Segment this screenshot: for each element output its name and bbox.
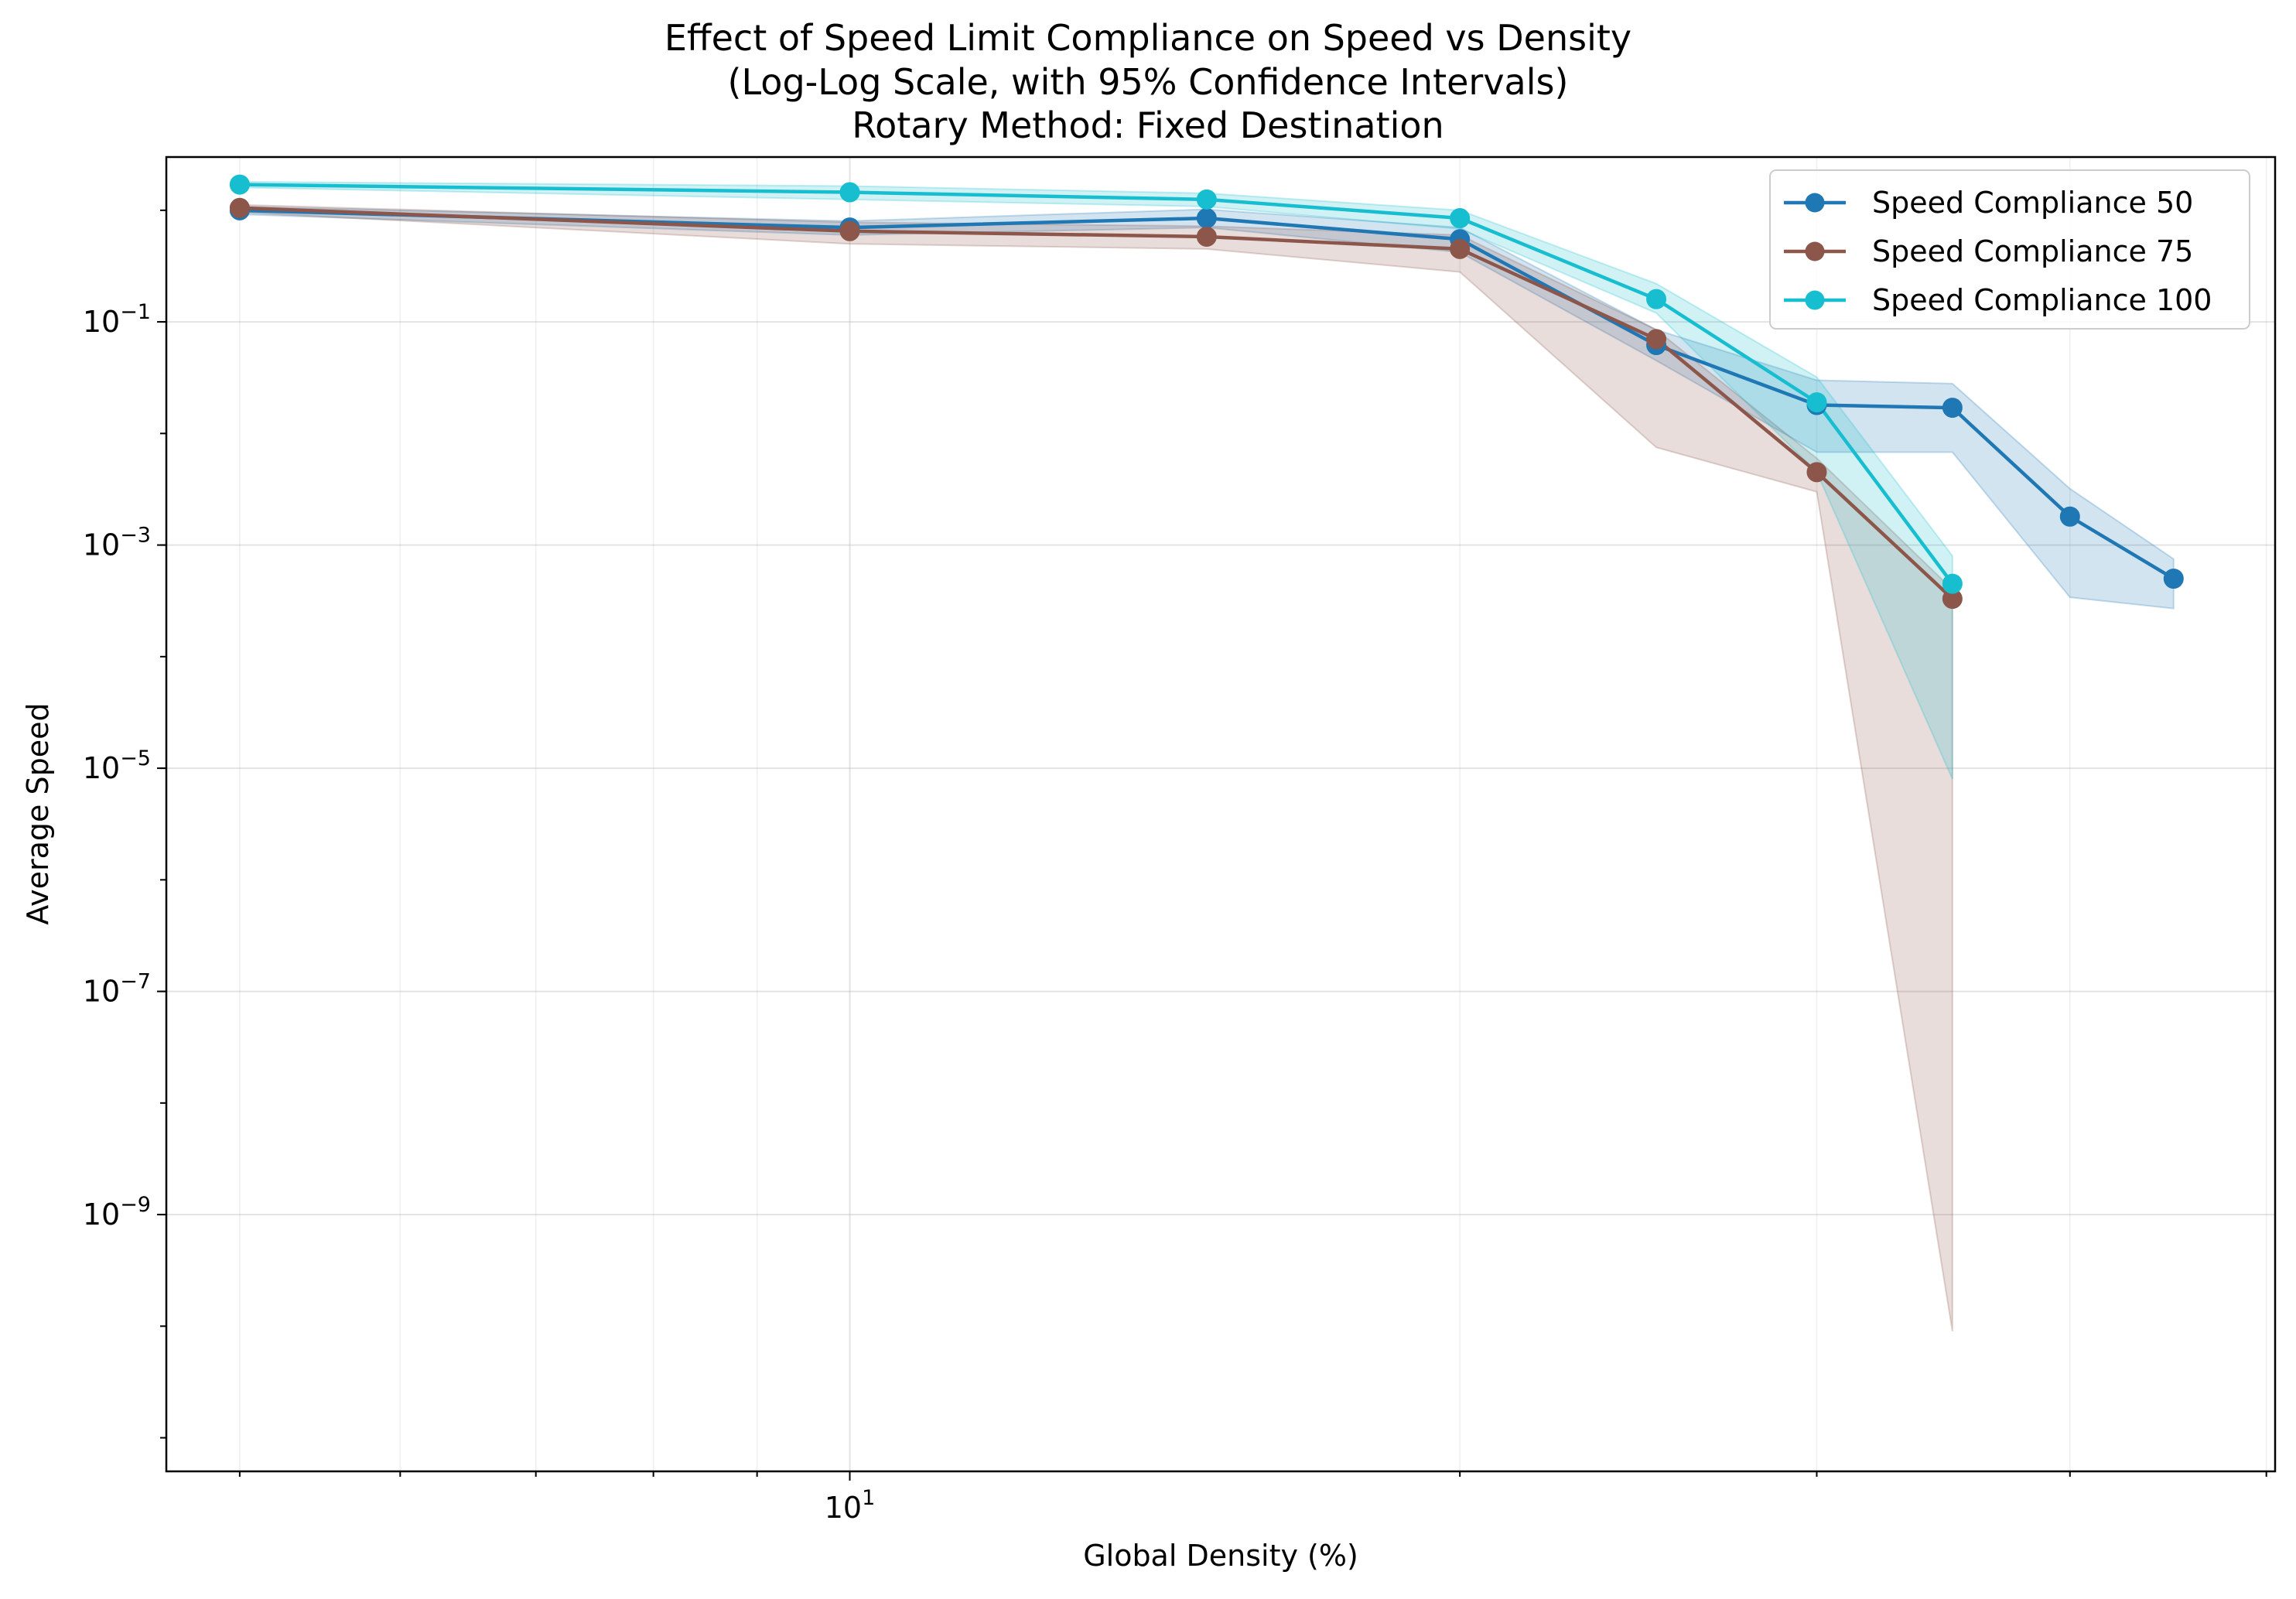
y-tick-label: 10−5 [83, 747, 151, 785]
legend-label: Speed Compliance 100 [1872, 283, 2212, 317]
data-point [229, 174, 250, 195]
y-tick-label-exponent: −9 [120, 1193, 151, 1217]
x-tick-label: 101 [825, 1486, 876, 1525]
y-tick-label: 10−7 [83, 970, 151, 1009]
x-tick-label-base: 10 [825, 1491, 862, 1525]
legend-marker [1805, 241, 1825, 261]
data-point [1806, 392, 1827, 413]
y-axis-label: Average Speed [21, 702, 55, 924]
series-markers [229, 174, 2184, 610]
legend-item: Speed Compliance 50 [1784, 186, 2193, 220]
data-point [2059, 506, 2080, 527]
data-point [229, 197, 250, 218]
legend-item: Speed Compliance 75 [1784, 234, 2193, 268]
legend-label: Speed Compliance 75 [1872, 234, 2193, 268]
y-tick-label-exponent: −5 [120, 747, 151, 770]
legend-marker [1805, 193, 1825, 213]
data-point [1646, 289, 1667, 309]
data-point [1450, 238, 1471, 259]
data-point [1942, 573, 1963, 594]
y-tick-label-base: 10 [83, 528, 120, 562]
chart-title-line-2: (Log-Log Scale, with 95% Confidence Inte… [728, 61, 1569, 103]
legend-box [1769, 169, 2250, 330]
y-tick-label-base: 10 [83, 1198, 120, 1232]
data-point [1806, 462, 1827, 483]
y-tick-label-exponent: −7 [120, 970, 151, 994]
data-point [2163, 569, 2184, 589]
y-tick-label-base: 10 [83, 305, 120, 339]
data-point [1196, 189, 1217, 210]
data-point [1942, 398, 1963, 419]
y-tick-label-exponent: −3 [120, 524, 151, 548]
x-axis-label: Global Density (%) [1083, 1539, 1358, 1573]
x-axis-ticks: 101 [238, 1471, 2267, 1525]
chart-title-line-3: Rotary Method: Fixed Destination [852, 104, 1444, 146]
y-tick-label-base: 10 [83, 975, 120, 1009]
legend-marker [1805, 290, 1825, 310]
legend-items: Speed Compliance 50 Speed Compliance 75 Sp… [1784, 186, 2212, 317]
y-tick-label-exponent: −1 [120, 300, 151, 324]
legend-item: Speed Compliance 100 [1784, 283, 2212, 317]
data-point [839, 220, 860, 241]
data-point [839, 182, 860, 203]
data-point [1196, 226, 1217, 247]
data-point [1646, 329, 1667, 350]
chart-title: Effect of Speed Limit Compliance on Spee… [665, 17, 1631, 146]
data-point [1450, 208, 1471, 229]
y-tick-label: 10−3 [83, 524, 151, 562]
confidence-band-series-2 [238, 180, 1953, 780]
data-point [1196, 208, 1217, 229]
y-tick-label: 10−1 [83, 300, 151, 339]
y-tick-label-base: 10 [83, 751, 120, 785]
y-tick-label: 10−9 [83, 1193, 151, 1232]
plot-frame [165, 155, 2277, 1473]
legend-label: Speed Compliance 50 [1872, 186, 2193, 220]
chart-title-line-1: Effect of Speed Limit Compliance on Spee… [665, 17, 1631, 59]
confidence-band-series-1 [238, 203, 1953, 1332]
y-axis-ticks: 10−110−310−510−710−9 [83, 209, 166, 1439]
x-tick-label-exponent: 1 [862, 1486, 875, 1510]
legend: Speed Compliance 50 Speed Compliance 75 Sp… [1769, 169, 2250, 330]
